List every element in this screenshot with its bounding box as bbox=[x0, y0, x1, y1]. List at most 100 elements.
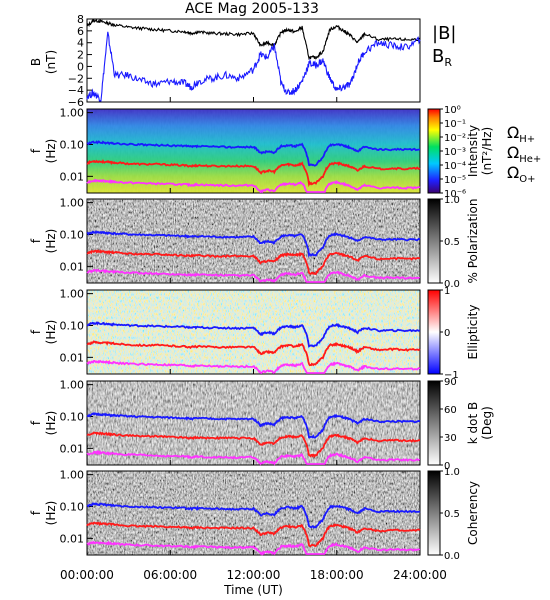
panel-5-y-tick-label: 0.10 bbox=[60, 500, 85, 513]
panel-1-colorbar-tick-label: 10⁰ bbox=[444, 105, 461, 116]
gyro-line-he-plus bbox=[86, 249, 421, 276]
panel-3-colorbar-tick-label: −1 bbox=[444, 370, 459, 381]
gyro-line-he-plus bbox=[86, 340, 421, 367]
x-tick-label: 12:00:00 bbox=[227, 568, 281, 582]
panel-3-y-tick-label: 0.01 bbox=[60, 351, 85, 364]
panel-1-ylabel-line2: (Hz) bbox=[44, 139, 58, 164]
x-tick-label: 06:00:00 bbox=[143, 568, 197, 582]
legend-o-plus: ΩO+ bbox=[507, 163, 535, 185]
panel-1-y-tick-label: 1.00 bbox=[60, 107, 85, 120]
panel-3-ylabel-line1: f bbox=[29, 329, 43, 334]
gyro-line-o-plus bbox=[86, 449, 421, 466]
legend-radial-main: B bbox=[432, 46, 444, 67]
panel-4-colorbar-tick-label: 90 bbox=[444, 377, 457, 388]
panel-4-colorbar-label: (Deg) bbox=[480, 406, 494, 440]
legend-he-sub: He+ bbox=[519, 154, 541, 165]
panel-4-y-tick-label: 0.10 bbox=[60, 410, 85, 423]
legend-radial: BR bbox=[432, 46, 452, 69]
x-axis-label: Time (UT) bbox=[223, 583, 283, 597]
panel-4-y-tick-label: 0.01 bbox=[60, 442, 85, 455]
panel-1-colorbar-tick-label: 10⁻² bbox=[444, 133, 466, 144]
gyro-line-o-plus bbox=[86, 268, 421, 283]
panel-b-y-tick-label: −2 bbox=[68, 72, 84, 85]
legend-h-sub: H+ bbox=[519, 134, 535, 145]
panel-2-texture bbox=[87, 199, 420, 283]
panel-2-colorbar bbox=[427, 198, 441, 284]
legend-radial-sub: R bbox=[444, 56, 452, 69]
x-tick-label: 18:00:00 bbox=[310, 568, 364, 582]
panel-5-colorbar-label: Coherency bbox=[466, 481, 480, 545]
panel-b-series bbox=[86, 18, 421, 102]
panel-b-frame bbox=[86, 18, 421, 103]
spectrogram-panel-2: 1.00 0.10 0.01 f (Hz) 1.0 0.5 0.0 % Polarization bbox=[29, 195, 480, 290]
gyro-line-h-plus bbox=[86, 229, 421, 258]
panel-1-colorbar bbox=[427, 108, 441, 194]
panel-2-colorbar-tick-label: 0.5 bbox=[444, 237, 460, 248]
panel-5-y-tick-label: 1.00 bbox=[60, 469, 85, 482]
gyro-line-he-plus bbox=[86, 521, 421, 548]
panel-1-colorbar-label: Intensity bbox=[466, 125, 480, 177]
legend-o-sub: O+ bbox=[519, 174, 535, 185]
panel-4-colorbar-label: k dot B bbox=[466, 402, 480, 444]
gyro-line-o-plus bbox=[86, 540, 421, 556]
panel-3-texture bbox=[87, 290, 420, 374]
panel-1-colorbar-tick-label: 10⁻⁴ bbox=[444, 161, 466, 172]
series-line-radial bbox=[86, 31, 421, 102]
legend-h-main: Ω bbox=[507, 123, 519, 142]
panel-5-texture bbox=[87, 471, 420, 555]
panel-4-colorbar-tick-label: 30 bbox=[444, 433, 457, 444]
gyro-line-h-plus bbox=[86, 411, 421, 439]
panel-1-y-tick-label: 0.01 bbox=[60, 170, 85, 183]
gyro-line-h-plus bbox=[86, 140, 421, 167]
panel-2-colorbar-tick-label: 0.0 bbox=[444, 279, 460, 290]
panel-1-colorbar-tick-label: 10⁻³ bbox=[444, 147, 466, 158]
panel-4-ylabel-line2: (Hz) bbox=[44, 411, 58, 436]
panel-5-colorbar-tick-label: 0.0 bbox=[444, 551, 460, 562]
panel-5-colorbar-tick-label: 1.0 bbox=[444, 467, 460, 478]
panel-b-ylabel-line2: (nT) bbox=[44, 50, 58, 74]
spectrogram-panel-1: 1.00 0.10 0.01 f (Hz) 10⁰ 10⁻¹ 10⁻² 10⁻³ 10⁻⁴ 10⁻⁵… bbox=[29, 105, 494, 200]
panel-1-ylabel-line1: f bbox=[29, 148, 43, 153]
panel-1-colorbar-tick-label: 10⁻⁵ bbox=[444, 175, 466, 186]
panel-b-y-tick-label: 0 bbox=[77, 60, 84, 73]
panel-2-ylabel-line1: f bbox=[29, 238, 43, 243]
panel-5-ylabel-line2: (Hz) bbox=[44, 501, 58, 526]
panel-2-y-tick-label: 1.00 bbox=[60, 197, 85, 210]
panel-5-y-tick-label: 0.01 bbox=[60, 532, 85, 545]
panel-1-y-tick-label: 0.10 bbox=[60, 138, 85, 151]
gyro-line-he-plus bbox=[86, 159, 421, 188]
panel-3-colorbar-label: Ellipticity bbox=[466, 305, 480, 360]
panel-3-colorbar bbox=[427, 289, 441, 375]
gyro-line-o-plus bbox=[86, 179, 421, 194]
chart-title: ACE Mag 2005-133 bbox=[185, 1, 319, 17]
spectrogram-panel-4: 1.00 0.10 0.01 f (Hz) 90 60 30 0 k dot B (Deg) bbox=[29, 377, 494, 472]
panel-b-y-tick-label: 8 bbox=[77, 13, 84, 26]
panel-2-colorbar-tick-label: 1.0 bbox=[444, 195, 460, 206]
panel-b-y-tick-label: 2 bbox=[77, 49, 84, 62]
panel-1-colorbar-tick-label: 10⁻¹ bbox=[444, 119, 466, 130]
panel-4-colorbar bbox=[427, 380, 441, 466]
panel-4-y-tick-label: 1.00 bbox=[60, 379, 85, 392]
panel-5-ylabel-line1: f bbox=[29, 510, 43, 515]
panel-5-colorbar bbox=[427, 470, 441, 556]
legend-magnitude: |B| bbox=[432, 23, 456, 44]
panel-1-colorbar-label: (nT²/Hz) bbox=[480, 127, 494, 175]
panel-3-colorbar-tick-label: 0 bbox=[444, 328, 450, 339]
panel-4-ylabel-line1: f bbox=[29, 420, 43, 425]
x-tick-label: 00:00:00 bbox=[60, 568, 114, 582]
panel-1-texture bbox=[87, 109, 420, 193]
x-tick-label: 24:00:00 bbox=[393, 568, 447, 582]
gyro-line-he-plus bbox=[86, 431, 421, 458]
legend-h-plus: ΩH+ bbox=[507, 123, 535, 145]
panel-b-ylabel-line1: B bbox=[29, 58, 43, 66]
gyro-line-h-plus bbox=[86, 502, 421, 529]
spectrogram-panel-3: 1.00 0.10 0.01 f (Hz) 1 0 −1 Ellipticity bbox=[29, 286, 480, 381]
spectrogram-panels: 1.000.100.01f (Hz)10⁰10⁻¹10⁻²10⁻³10⁻⁴10⁻⁵… bbox=[29, 105, 494, 562]
panel-2-y-tick-label: 0.10 bbox=[60, 228, 85, 241]
x-axis: 00:00:00 06:00:00 12:00:00 18:00:00 24:00:00… bbox=[60, 568, 447, 597]
gyro-legend: ΩH+ Ω He+ ΩO+ bbox=[507, 123, 541, 185]
panel-3-y-tick-label: 0.10 bbox=[60, 319, 85, 332]
